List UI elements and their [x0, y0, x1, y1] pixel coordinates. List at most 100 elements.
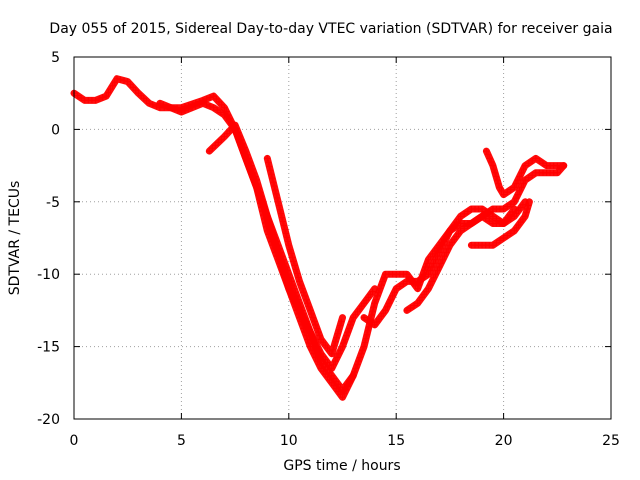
data-point — [446, 227, 453, 234]
data-point — [312, 340, 319, 346]
data-point — [475, 215, 482, 222]
data-point — [507, 230, 514, 237]
data-point — [78, 95, 85, 101]
data-point — [482, 210, 489, 217]
data-point — [182, 107, 188, 114]
data-point — [277, 257, 284, 264]
data-point — [270, 233, 277, 240]
data-point — [472, 218, 478, 225]
data-point — [210, 104, 217, 111]
data-point — [384, 303, 391, 310]
data-point — [296, 314, 303, 321]
data-point — [368, 312, 375, 318]
data-point — [434, 267, 441, 274]
data-point — [425, 285, 432, 292]
data-point — [518, 169, 525, 176]
data-point — [310, 314, 316, 321]
data-point — [288, 292, 295, 299]
data-point — [445, 231, 452, 238]
data-point — [430, 274, 437, 281]
x-tick-label: 20 — [495, 433, 513, 449]
data-point — [271, 183, 278, 189]
data-point — [285, 285, 292, 292]
data-point — [214, 107, 221, 114]
data-point — [425, 271, 432, 278]
data-point — [121, 77, 128, 84]
data-point — [330, 361, 337, 368]
data-point — [524, 206, 531, 212]
data-point — [304, 300, 311, 307]
data-point — [490, 166, 497, 173]
data-point — [291, 300, 298, 307]
data-point — [109, 82, 116, 89]
data-point — [239, 140, 246, 147]
data-point — [281, 269, 287, 276]
data-point — [253, 177, 260, 184]
data-point — [282, 230, 289, 237]
data-point — [525, 160, 532, 167]
data-point — [489, 162, 496, 169]
data-point — [434, 253, 441, 260]
data-point — [226, 127, 233, 134]
data-point — [273, 245, 280, 252]
data-point — [268, 171, 275, 178]
data-point — [443, 235, 450, 241]
data-point — [311, 318, 318, 325]
data-point — [389, 292, 396, 299]
data-point — [500, 191, 507, 198]
data-point — [241, 144, 248, 151]
data-point — [445, 245, 452, 252]
data-point — [303, 296, 310, 303]
data-point — [330, 346, 336, 353]
data-point — [339, 394, 346, 401]
data-point — [496, 184, 503, 191]
data-point — [364, 317, 371, 324]
data-point — [224, 130, 230, 137]
data-point — [334, 330, 341, 337]
data-point — [486, 155, 493, 162]
data-point — [297, 282, 304, 289]
data-point — [171, 106, 178, 113]
data-point — [379, 278, 386, 285]
data-point — [362, 335, 369, 342]
data-point — [373, 296, 380, 303]
data-point — [300, 325, 307, 332]
data-point — [346, 325, 353, 332]
data-point — [358, 350, 365, 357]
data-point — [332, 338, 339, 345]
y-tick-label: 0 — [51, 122, 60, 138]
data-point — [418, 276, 425, 282]
y-axis-label: SDTVAR / TECUs — [7, 181, 23, 296]
data-point — [328, 365, 335, 372]
data-point — [348, 376, 355, 383]
data-point — [297, 318, 304, 325]
data-point — [340, 340, 347, 346]
data-point — [248, 162, 255, 169]
data-point — [497, 237, 503, 244]
data-point — [111, 79, 118, 86]
data-point — [281, 226, 288, 233]
series-track-2 — [156, 99, 379, 372]
data-point — [386, 300, 392, 307]
data-point — [207, 94, 213, 101]
data-point — [235, 129, 242, 136]
data-point — [314, 358, 321, 365]
data-point — [414, 278, 421, 285]
data-point — [540, 160, 546, 167]
data-point — [272, 241, 279, 248]
data-point — [213, 96, 220, 102]
data-point — [274, 194, 281, 201]
data-point — [216, 98, 222, 105]
data-point — [221, 104, 228, 111]
data-point — [464, 222, 471, 229]
data-point — [271, 237, 278, 244]
x-tick-label: 10 — [280, 433, 298, 449]
data-point — [355, 358, 362, 365]
data-point — [557, 162, 564, 169]
data-point — [429, 264, 435, 270]
data-point — [127, 81, 134, 88]
x-tick-label: 5 — [177, 433, 186, 449]
data-series — [70, 75, 568, 401]
data-point — [334, 354, 341, 361]
data-point — [105, 89, 112, 96]
